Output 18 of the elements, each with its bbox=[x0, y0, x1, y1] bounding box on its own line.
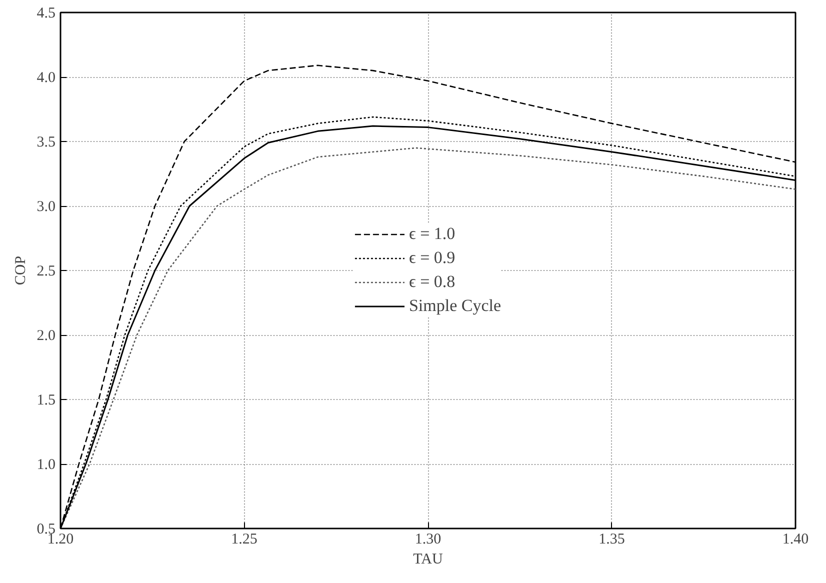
y-tick-label: 4.5 bbox=[36, 6, 56, 22]
x-tick-label: 1.25 bbox=[231, 532, 258, 548]
y-tick-label: 4.0 bbox=[36, 70, 56, 86]
y-tick-label: 2.0 bbox=[36, 328, 56, 344]
y-tick-label: 3.5 bbox=[36, 134, 56, 150]
y-tick-label: 2.5 bbox=[36, 264, 56, 280]
legend-label: Simple Cycle bbox=[408, 296, 502, 316]
legend-label: ϵ = 0.8 bbox=[408, 272, 456, 292]
y-tick-label: 1.0 bbox=[36, 457, 56, 473]
legend-label: ϵ = 0.9 bbox=[408, 248, 456, 268]
y-axis-title: COP bbox=[12, 256, 29, 286]
x-axis-title: TAU bbox=[413, 552, 443, 568]
legend-label: ϵ = 1.0 bbox=[408, 224, 456, 244]
x-tick-label: 1.30 bbox=[414, 532, 442, 548]
y-tick-label: 1.5 bbox=[36, 392, 56, 408]
x-tick-label: 1.35 bbox=[598, 532, 625, 548]
x-tick-label: 1.40 bbox=[782, 532, 809, 548]
y-tick-label: 3.0 bbox=[36, 199, 56, 215]
